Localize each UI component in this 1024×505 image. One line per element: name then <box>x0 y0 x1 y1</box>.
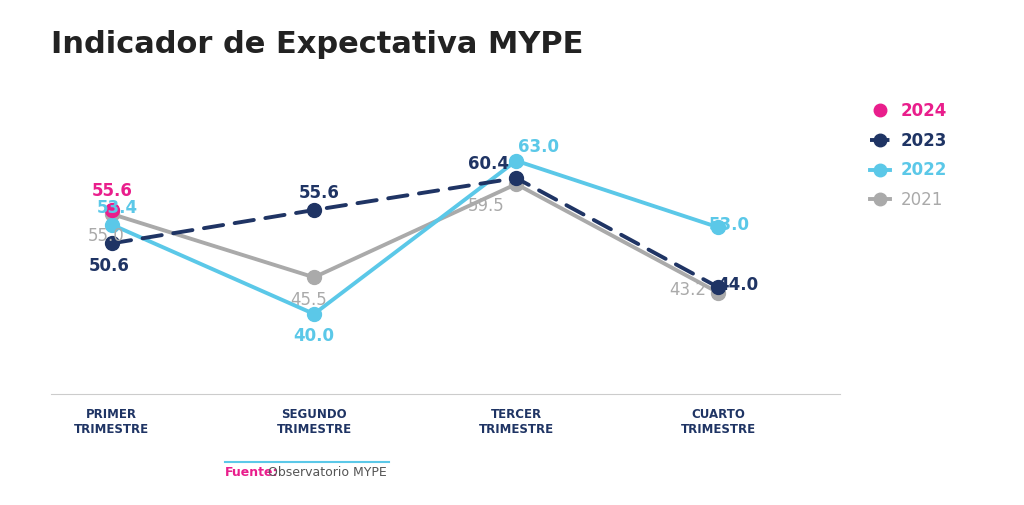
Text: 53.0: 53.0 <box>709 216 750 234</box>
Text: Observatorio MYPE: Observatorio MYPE <box>264 466 387 479</box>
Text: 53.4: 53.4 <box>97 199 138 217</box>
Text: Fuente:: Fuente: <box>225 466 279 479</box>
Text: 55.6: 55.6 <box>91 182 132 199</box>
Text: 45.5: 45.5 <box>290 290 327 309</box>
Text: 63.0: 63.0 <box>518 138 559 156</box>
Text: 60.4: 60.4 <box>468 155 509 173</box>
Text: 59.5: 59.5 <box>467 197 504 215</box>
Text: 50.6: 50.6 <box>89 257 129 275</box>
Text: 55.0: 55.0 <box>88 227 125 245</box>
Text: 43.2: 43.2 <box>670 281 707 299</box>
Text: 55.6: 55.6 <box>299 184 340 203</box>
Text: Indicador de Expectativa MYPE: Indicador de Expectativa MYPE <box>51 30 584 59</box>
Legend: 2024, 2023, 2022, 2021: 2024, 2023, 2022, 2021 <box>864 95 953 216</box>
Text: 40.0: 40.0 <box>294 327 335 345</box>
Text: 44.0: 44.0 <box>717 276 759 293</box>
